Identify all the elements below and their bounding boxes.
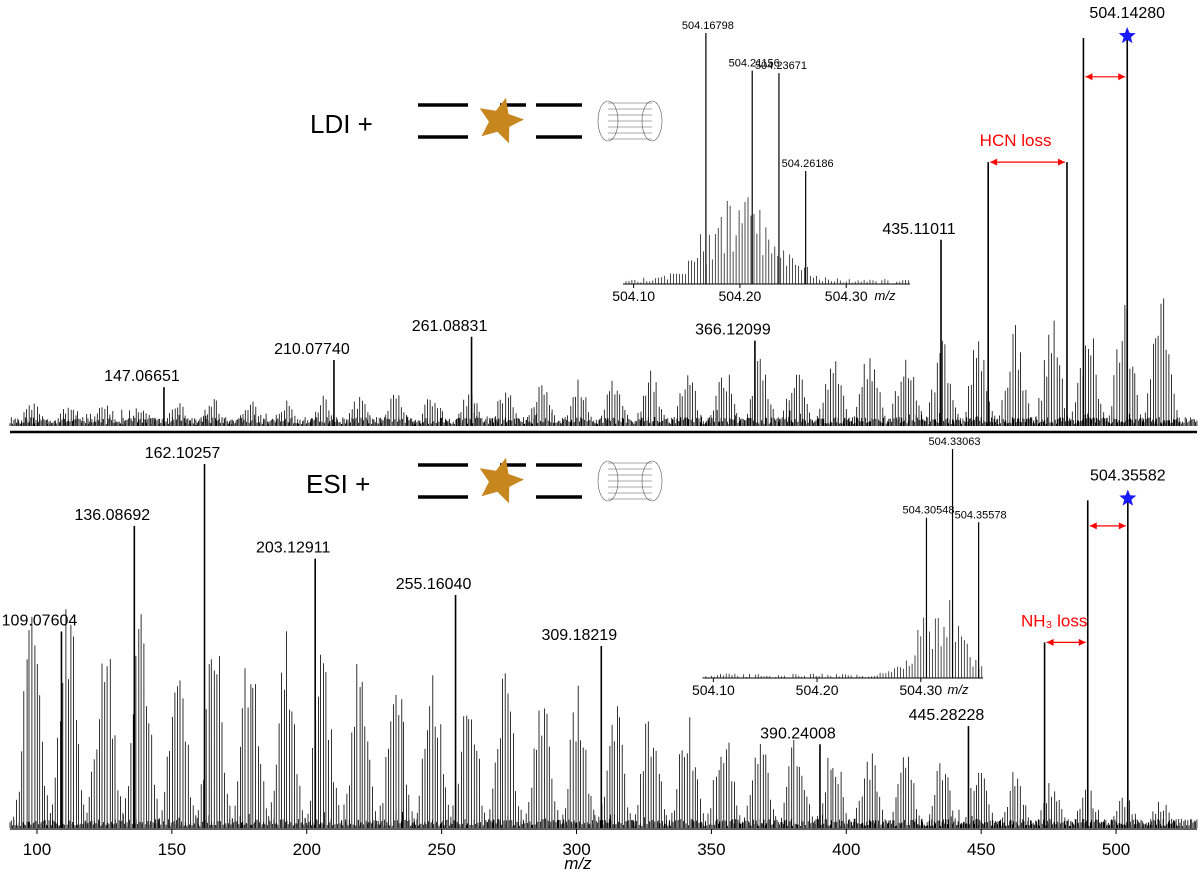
peak-label: 309.18219: [541, 627, 617, 644]
molecular-ion-star-icon: [1119, 489, 1137, 506]
inset-spectrum-1: 504.30548 504.33063 504.35578 504.10 504.20 5…: [692, 436, 1007, 698]
loss-arrowhead-left: [1089, 522, 1097, 530]
peak-label: 136.08692: [75, 507, 151, 524]
x-tick-label: 200: [293, 840, 321, 859]
peak-label: 147.06651: [104, 368, 180, 385]
molecule-star-icon: [479, 457, 524, 504]
loss-arrowhead-left: [990, 158, 998, 166]
loss-label: HCN loss: [980, 131, 1052, 150]
x-tick-label: 350: [697, 840, 725, 859]
spectrum-0-fragment-clusters: [9, 298, 1198, 426]
inset-tick-label: 504.30: [825, 288, 868, 304]
molecular-ion-star-icon: [1118, 27, 1136, 44]
peak-label: 366.12099: [695, 322, 771, 339]
peak-layer: [60, 38, 1129, 828]
x-tick-label: 250: [427, 840, 455, 859]
inset-peak-label: 504.33063: [929, 436, 981, 448]
peak-label: 255.16040: [396, 576, 472, 593]
peak-label: 504.14280: [1089, 5, 1165, 22]
inset-peak-label: 504.26186: [782, 158, 834, 170]
peak-label: 445.28228: [909, 707, 985, 724]
loss-arrowhead-right: [1118, 522, 1126, 530]
nanotube-cage-icon: [597, 460, 663, 502]
ionization-method-label: LDI +: [310, 109, 373, 139]
inset-peak-label: 504.35578: [955, 509, 1007, 521]
inset-tick-label: 504.20: [719, 288, 762, 304]
loss-label: NH₃ loss: [1021, 611, 1087, 630]
axes-layer: 100 150 200 250 300 350 400 450 500 m/z: [10, 430, 1197, 873]
baseline-noise-layer: [9, 298, 1198, 828]
spectrum-1-fragment-clusters: [9, 609, 1198, 828]
inset-tick-label: 504.10: [692, 682, 735, 698]
x-tick-label: 450: [967, 840, 995, 859]
label-layer: 147.06651 210.07740 261.08831 366.12099 435.…: [2, 5, 1166, 742]
loss-arrowhead-right: [1118, 73, 1126, 81]
x-tick-label: 300: [562, 840, 590, 859]
x-tick-label: 150: [158, 840, 186, 859]
x-tick-label: 100: [23, 840, 51, 859]
loss-arrowhead-left: [1085, 73, 1093, 81]
nanotube-cage-icon: [597, 100, 663, 142]
inset-background-peaks: [702, 600, 983, 678]
ionization-method-label: ESI +: [306, 469, 370, 499]
molecule-cartoon-layer: LDI + ESI +: [306, 97, 663, 504]
peak-label: 109.07604: [2, 612, 78, 629]
peak-label: 261.08831: [412, 318, 488, 335]
inset-x-axis-label: m/z: [948, 682, 969, 697]
loss-arrowhead-right: [1057, 158, 1065, 166]
peak-label: 203.12911: [256, 540, 331, 557]
x-axis-label: m/z: [564, 854, 592, 873]
inset-peak-label: 504.30548: [902, 505, 954, 517]
loss-arrowhead-left: [1046, 638, 1054, 646]
inset-x-axis-label: m/z: [875, 288, 896, 303]
peak-label: 390.24008: [760, 725, 836, 742]
x-tick-label: 400: [832, 840, 860, 859]
inset-tick-label: 504.20: [796, 682, 839, 698]
inset-tick-label: 504.30: [899, 682, 942, 698]
peak-label: 504.35582: [1090, 467, 1166, 484]
x-tick-label: 500: [1102, 840, 1130, 859]
peak-label: 210.07740: [274, 341, 350, 358]
peak-label: 162.10257: [145, 445, 221, 462]
inset-tick-label: 504.10: [612, 288, 655, 304]
peak-label: 435.11011: [882, 221, 955, 238]
inset-peak-label: 504.21156: [729, 58, 780, 70]
inset-peak-label: 504.23671: [755, 60, 807, 72]
loss-arrowhead-right: [1078, 638, 1086, 646]
inset-peak-label: 504.16798: [682, 20, 734, 32]
molecule-star-icon: [479, 97, 524, 144]
inset-background-peaks: [622, 197, 910, 284]
